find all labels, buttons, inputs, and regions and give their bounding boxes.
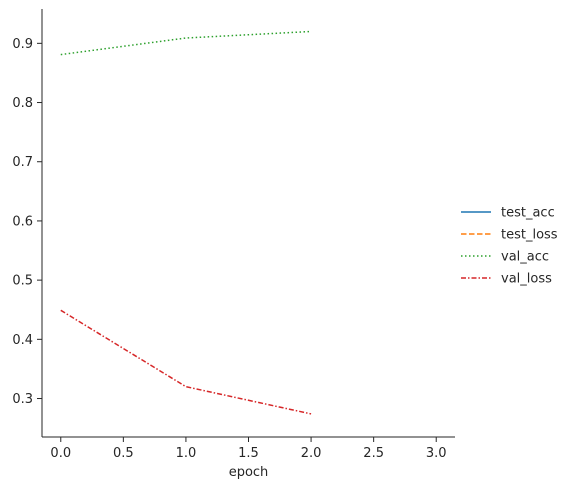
legend-label: val_acc (501, 250, 549, 265)
legend: test_acc test_loss val_acc val_loss (461, 206, 558, 287)
plot-area (60, 30, 312, 415)
y-tick-label: 0.5 (12, 274, 33, 289)
legend-label: test_acc (501, 206, 555, 221)
y-tick-label: 0.4 (12, 333, 33, 348)
x-tick-label: 1.5 (238, 446, 259, 461)
y-tick-label: 0.9 (12, 37, 33, 52)
series-line-val-acc (60, 30, 312, 56)
series-line-val-loss (60, 309, 312, 415)
x-tick-label: 0.0 (50, 446, 71, 461)
y-axis: 0.3 0.4 0.5 0.6 0.7 0.8 0.9 (12, 9, 43, 437)
x-axis-title: epoch (229, 465, 269, 480)
y-tick-label: 0.7 (12, 155, 33, 170)
x-tick-label: 0.5 (113, 446, 134, 461)
x-tick-label: 3.0 (426, 446, 447, 461)
x-axis: 0.0 0.5 1.0 1.5 2.0 2.5 3.0 (42, 436, 455, 461)
y-tick-label: 0.3 (12, 392, 33, 407)
x-tick-label: 2.5 (363, 446, 384, 461)
y-tick-label: 0.8 (12, 96, 33, 111)
y-tick-label: 0.6 (12, 214, 33, 229)
legend-label: test_loss (501, 228, 558, 243)
x-tick-label: 1.0 (176, 446, 197, 461)
legend-label: val_loss (501, 272, 552, 287)
x-tick-label: 2.0 (301, 446, 322, 461)
